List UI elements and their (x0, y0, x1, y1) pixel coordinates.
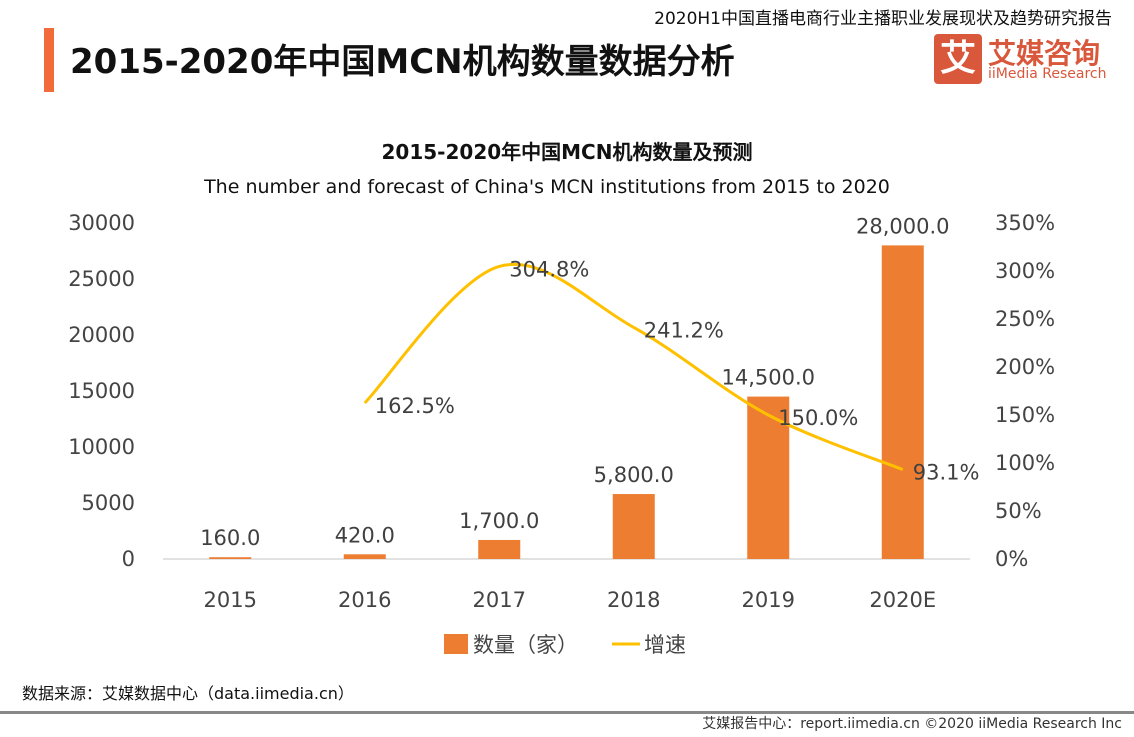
logo-cn: 艾媒咨询 (988, 37, 1101, 70)
bar-data-label: 5,800.0 (594, 463, 674, 487)
y2-tick-label: 200% (995, 355, 1055, 379)
x-tick-label: 2015 (204, 588, 257, 612)
x-tick-label: 2019 (742, 588, 795, 612)
bar (612, 494, 655, 559)
x-tick-label: 2018 (607, 588, 660, 612)
line-data-label: 162.5% (375, 394, 455, 418)
bar (478, 539, 521, 559)
line-data-label: 93.1% (913, 461, 980, 485)
bar-data-label: 160.0 (200, 526, 260, 550)
line-data-label: 241.2% (644, 318, 724, 342)
y2-tick-label: 350% (995, 211, 1055, 235)
page-title: 2015-2020年中国MCN机构数量数据分析 (70, 42, 735, 82)
x-tick-label: 2020E (869, 588, 936, 612)
line-data-label: 304.8% (509, 257, 589, 281)
y-tick-label: 5000 (82, 491, 135, 515)
y2-tick-label: 100% (995, 451, 1055, 475)
x-tick-label: 2017 (473, 588, 526, 612)
growth-line (363, 263, 904, 472)
bar-data-label: 1,700.0 (459, 509, 539, 533)
y2-tick-label: 300% (995, 259, 1055, 283)
y2-tick-label: 0% (995, 547, 1028, 571)
bar (881, 245, 924, 559)
legend-swatch-bar (444, 634, 468, 654)
bar-data-label: 420.0 (335, 523, 395, 547)
footer-divider (0, 711, 1134, 714)
chart-title: 2015-2020年中国MCN机构数量及预测 (381, 140, 753, 164)
chart: 0 5000 10000 15000 20000 25000 30000 0% 50% 100% 1… (68, 211, 1055, 657)
y2-tick-label: 250% (995, 307, 1055, 331)
bar (747, 396, 790, 559)
y2-tick-label: 150% (995, 403, 1055, 427)
y2-tick-label: 50% (995, 499, 1042, 523)
iimedia-logo: 艾 艾媒咨询 iiMedia Research (934, 34, 1114, 86)
x-tick-label: 2016 (338, 588, 391, 612)
bar (343, 554, 386, 559)
legend-label: 增速 (644, 633, 686, 657)
y-tick-label: 20000 (68, 323, 135, 347)
footer-copyright: 艾媒报告中心：report.iimedia.cn ©2020 iiMedia R… (702, 716, 1122, 732)
y-tick-label: 30000 (68, 211, 135, 235)
chart-subtitle: The number and forecast of China's MCN i… (204, 176, 890, 198)
report-name: 2020H1中国直播电商行业主播职业发展现状及趋势研究报告 (654, 9, 1112, 29)
bar (209, 557, 252, 559)
bar-data-label: 14,500.0 (721, 366, 815, 390)
logo-en: iiMedia Research (988, 66, 1107, 82)
line-data-label: 150.0% (778, 406, 858, 430)
logo-mark: 艾 (934, 34, 982, 84)
y-tick-label: 15000 (68, 379, 135, 403)
y-tick-label: 10000 (68, 435, 135, 459)
data-source: 数据来源：艾媒数据中心（data.iimedia.cn） (22, 684, 354, 703)
bar-data-label: 28,000.0 (856, 214, 950, 238)
y-tick-label: 0 (122, 547, 135, 571)
legend-label: 数量（家） (473, 633, 578, 657)
y-tick-label: 25000 (68, 267, 135, 291)
title-accent-bar (44, 28, 54, 92)
